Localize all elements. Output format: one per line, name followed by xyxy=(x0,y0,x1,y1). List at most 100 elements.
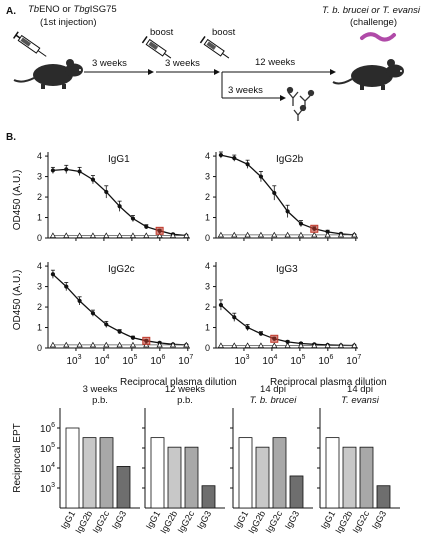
bar-chart-title: 14 dpi xyxy=(347,384,373,395)
bar-igg3 xyxy=(116,466,131,509)
y-tick-label: 2 xyxy=(205,192,210,202)
interval-label-4: 3 weeks xyxy=(228,85,263,96)
endpoint-marker xyxy=(142,336,151,345)
control-point xyxy=(311,231,318,238)
control-point xyxy=(89,232,97,238)
x-tick-label: 106 xyxy=(150,354,165,367)
dilution-chart-igg1: 0 1 2 3 4 IgG1 xyxy=(37,151,190,243)
data-point xyxy=(232,156,237,161)
control-point xyxy=(351,231,358,238)
data-point xyxy=(144,224,149,229)
data-point xyxy=(272,190,277,196)
y-tick-label: 2 xyxy=(37,302,42,312)
control-point xyxy=(129,232,137,238)
data-point xyxy=(64,284,69,289)
control-point xyxy=(244,342,251,348)
x-tick-label: 104 xyxy=(262,354,277,367)
control-point xyxy=(324,342,331,348)
category-label: IgG3 xyxy=(110,509,128,531)
panel-c: 3 weeksp.b.103104105106IgG1IgG2bIgG2cIgG… xyxy=(40,384,400,535)
control-point xyxy=(76,341,83,348)
ept-bar-chart-1: 3 weeksp.b.103104105106IgG1IgG2bIgG2cIgG… xyxy=(40,384,140,535)
bar-chart-title: p.b. xyxy=(177,395,193,406)
y-tick-label: 0 xyxy=(37,343,42,353)
x-tick-label: 105 xyxy=(122,354,137,367)
control-point xyxy=(103,232,110,238)
syringe-icon xyxy=(12,31,47,57)
bar-chart-title: T. b. brucei xyxy=(250,395,298,406)
data-point xyxy=(285,339,290,344)
boost-label-2: boost xyxy=(212,27,236,38)
y-tick-label: 4 xyxy=(37,261,42,271)
bar-chart-title: 12 weeks xyxy=(165,384,205,395)
y-tick-label: 4 xyxy=(205,261,210,271)
y-tick-label: 0 xyxy=(205,233,210,243)
bar-igg3 xyxy=(201,485,216,509)
mouse-icon xyxy=(13,59,83,89)
y-tick-label: 4 xyxy=(37,151,42,161)
bar-chart-title: 14 dpi xyxy=(260,384,286,395)
boost-label-1: boost xyxy=(150,27,174,38)
fit-curve xyxy=(220,304,355,347)
data-point xyxy=(104,189,109,195)
panel-a: A. TbENO or TbgISG75 (1st injection) 3 w… xyxy=(6,4,421,121)
endpoint-marker xyxy=(310,224,319,233)
category-label: IgG2c xyxy=(264,509,285,535)
control-point xyxy=(116,341,123,348)
x-axis-label-right: Reciprocal plasma dilution xyxy=(270,377,387,388)
panel-b-label: B. xyxy=(6,132,16,143)
dilution-chart-igg2b: 0 1 2 3 4 IgG2b xyxy=(205,151,358,243)
y-tick-label: 3 xyxy=(205,172,210,182)
control-point xyxy=(63,341,70,348)
control-point xyxy=(103,341,110,348)
chart-title: IgG2c xyxy=(108,264,135,275)
bar-igg2c xyxy=(272,437,287,509)
control-point xyxy=(49,341,57,348)
y-tick-label: 3 xyxy=(37,282,42,292)
control-point xyxy=(217,231,225,238)
data-point xyxy=(130,335,136,340)
y-axis-label-top: OD450 (A.U.) xyxy=(12,170,23,231)
bar-igg2b xyxy=(255,446,270,509)
data-point xyxy=(50,168,56,173)
category-label: IgG3 xyxy=(370,509,388,531)
control-point xyxy=(257,231,265,238)
interval-label-1: 3 weeks xyxy=(92,58,127,69)
control-point xyxy=(231,342,238,348)
bar-chart-title: 3 weeks xyxy=(83,384,118,395)
y-tick-label: 2 xyxy=(205,302,210,312)
control-point xyxy=(169,341,177,348)
y-tick-label: 3 xyxy=(205,282,210,292)
y-tick-label: 1 xyxy=(205,323,210,333)
y-tick-label: 105 xyxy=(40,442,55,455)
y-tick-label: 104 xyxy=(40,462,55,475)
x-tick-label: 107 xyxy=(346,354,361,367)
category-label: IgG2b xyxy=(333,509,354,535)
y-tick-label: 4 xyxy=(205,151,210,161)
data-point xyxy=(104,322,109,327)
data-point xyxy=(245,325,250,330)
control-point xyxy=(49,232,57,238)
category-label: IgG2c xyxy=(91,509,112,535)
control-point xyxy=(156,232,163,238)
dilution-chart-igg3: 0 1 2 3 4 103 104 105 106 107 IgG3 xyxy=(205,261,361,367)
injection-sub: (1st injection) xyxy=(40,17,97,28)
injection-text-line-1: TbENO or TbgISG75 xyxy=(28,4,117,15)
x-tick-label: 103 xyxy=(66,354,81,367)
x-tick-label: 106 xyxy=(318,354,333,367)
control-point xyxy=(284,342,291,348)
syringe-icon xyxy=(199,35,230,59)
control-point xyxy=(217,342,225,348)
data-point xyxy=(232,315,237,320)
y-axis-label-bottom: OD450 (A.U.) xyxy=(12,270,23,331)
control-point xyxy=(271,231,278,238)
control-point xyxy=(231,231,238,238)
bar-chart-title: T. evansi xyxy=(341,395,380,406)
data-point xyxy=(90,311,96,316)
control-point xyxy=(116,232,123,238)
control-point xyxy=(351,342,358,348)
